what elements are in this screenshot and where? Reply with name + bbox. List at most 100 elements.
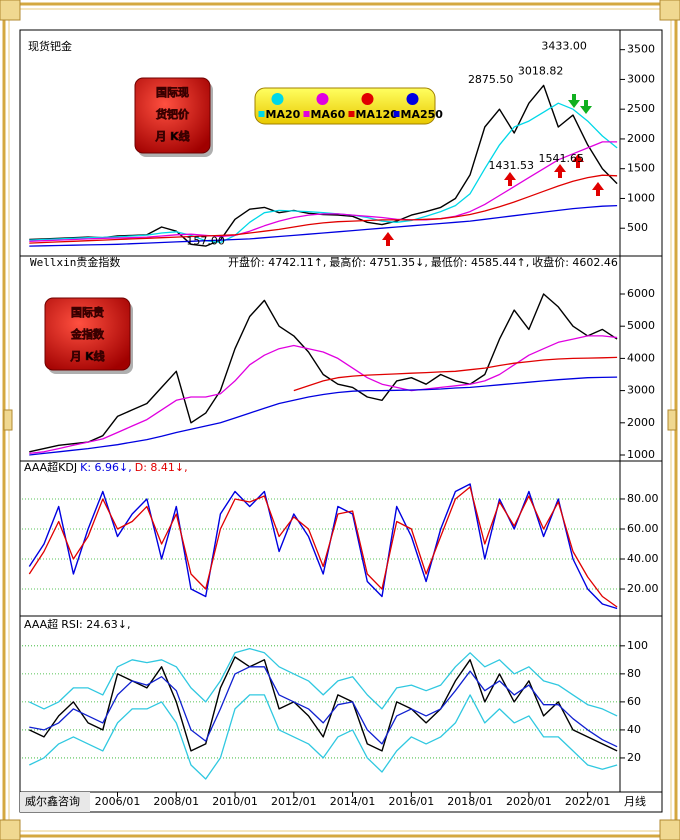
- readout: 最高价: 4751.35↓,: [329, 255, 427, 269]
- y-tick-label: 3000: [627, 384, 655, 397]
- legend-label: MA60: [311, 108, 346, 121]
- edge-ornament: [3, 409, 13, 431]
- series-line: [29, 647, 618, 717]
- y-tick-label: 2000: [627, 132, 655, 145]
- x-tick-label: 2016/01: [389, 795, 435, 808]
- readout: K: 6.96↓,: [80, 461, 132, 474]
- series-line: [29, 376, 618, 456]
- y-tick-label: 60.00: [627, 522, 659, 535]
- y-tick-label: 500: [627, 221, 648, 234]
- corner: [0, 819, 21, 840]
- legend-swatch: [271, 93, 284, 105]
- up-arrow: [382, 232, 394, 246]
- up-arrow: [554, 164, 566, 178]
- annotation: 1541.65: [538, 152, 584, 165]
- series-line: [28, 656, 618, 752]
- y-tick-label: 40: [627, 723, 641, 736]
- series-line: [29, 694, 618, 780]
- corner: [0, 0, 21, 21]
- y-tick-label: 1500: [627, 162, 655, 175]
- series-line: [293, 356, 618, 392]
- down-arrow: [580, 100, 592, 114]
- series-line: [29, 293, 618, 453]
- y-tick-label: 4000: [627, 351, 655, 364]
- y-tick-label: 20.00: [627, 582, 659, 595]
- x-tick-label: 2018/01: [447, 795, 493, 808]
- legend-swatch: [406, 93, 419, 105]
- y-tick-label: 80.00: [627, 492, 659, 505]
- badge: [134, 77, 211, 154]
- caption-bg: [20, 792, 90, 812]
- panel-title: 现货钯金: [28, 39, 72, 53]
- badge: [44, 297, 131, 371]
- x-tick-label: 2014/01: [330, 795, 376, 808]
- legend-square: [393, 111, 400, 117]
- x-caption-left: 威尔鑫咨询: [25, 794, 80, 808]
- y-tick-label: 60: [627, 695, 641, 708]
- x-tick-label: 2010/01: [212, 795, 258, 808]
- legend-square: [303, 111, 310, 117]
- up-arrow: [572, 154, 584, 168]
- badge-text: 国际贵: [71, 305, 104, 319]
- legend-label: MA250: [401, 108, 444, 121]
- readouts: 开盘价: 4742.11↑, 最高价: 4751.35↓, 最低价: 4585.44…: [228, 255, 618, 269]
- signal-arrows: [382, 94, 604, 246]
- series-line: [28, 486, 618, 608]
- y-tick-label: 1000: [627, 191, 655, 204]
- y-tick-label: 100: [627, 639, 648, 652]
- annotation: 2875.50: [468, 73, 514, 86]
- corner: [659, 0, 680, 21]
- readout: RSI: 24.63↓,: [61, 618, 130, 631]
- readout: 最低价: 4585.44↑,: [431, 256, 529, 269]
- up-arrow: [592, 182, 604, 196]
- readouts: RSI: 24.63↓,: [61, 618, 130, 631]
- x-tick-label: 2008/01: [153, 795, 199, 808]
- legend-square: [348, 111, 355, 117]
- y-tick-label: 2500: [627, 102, 655, 115]
- readout: 开盘价: 4742.11↑,: [228, 255, 326, 269]
- plot-frame: [19, 29, 663, 813]
- legend-box: [254, 87, 436, 125]
- readout: 收盘价: 4602.46: [532, 255, 618, 269]
- y-tick-label: 3000: [627, 72, 655, 85]
- panel-title: AAA超KDJ: [24, 460, 77, 474]
- edge-ornament: [667, 409, 677, 431]
- x-tick-label: 2012/01: [271, 795, 317, 808]
- y-tick-label: 6000: [627, 287, 655, 300]
- badge-text: 国际现: [156, 85, 189, 99]
- annotation: 3018.82: [518, 64, 564, 77]
- up-arrow: [504, 172, 516, 186]
- badge-text: 金指数: [70, 327, 105, 341]
- series-line: [29, 141, 618, 242]
- y-tick-label: 1000: [627, 448, 655, 461]
- badge-text: 月 K线: [69, 349, 104, 363]
- y-tick-label: 2000: [627, 416, 655, 429]
- legend-label: MA20: [266, 108, 301, 121]
- x-caption-right: 月线: [624, 794, 646, 808]
- annotation: 157.00: [186, 235, 225, 248]
- x-tick-label: 2022/01: [565, 795, 611, 808]
- badge-text: 货钯价: [155, 107, 190, 121]
- down-arrow: [568, 94, 580, 108]
- corner: [659, 819, 680, 840]
- readout: D: 8.41↓,: [135, 461, 188, 474]
- y-tick-label: 3500: [627, 43, 655, 56]
- y-tick-label: 40.00: [627, 552, 659, 565]
- series-line: [29, 174, 618, 244]
- x-tick-label: 2006/01: [95, 795, 141, 808]
- legend-label: MA120: [356, 108, 399, 121]
- legend-square: [258, 111, 265, 117]
- x-tick-label: 2020/01: [506, 795, 552, 808]
- annotation: 1431.53: [489, 159, 535, 172]
- panel-title: Wellxin贵金指数: [30, 255, 120, 269]
- series-line: [29, 666, 618, 748]
- y-tick-label: 80: [627, 667, 641, 680]
- y-tick-label: 5000: [627, 319, 655, 332]
- series-line: [29, 102, 618, 244]
- panel-title: AAA超: [24, 617, 58, 631]
- y-tick-label: 20: [627, 751, 641, 764]
- legend-swatch: [361, 93, 374, 105]
